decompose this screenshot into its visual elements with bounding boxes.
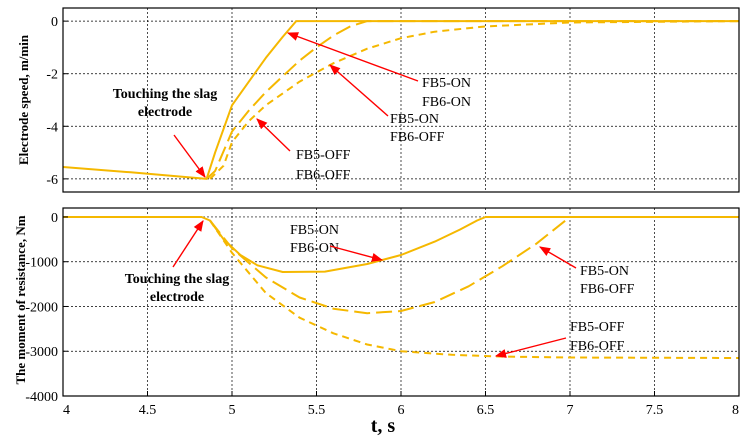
moment-panel: 0-1000-2000-3000-4000 4 4.5 5 5.5 6 6.5 7 7.5 8 … (13, 207, 740, 437)
speed-fb5on-fb6on-line1: FB5-ON (422, 76, 471, 91)
speed-y-tick-label: -6 (46, 173, 58, 188)
x-tick-label: 7 (567, 403, 574, 418)
speed-touching-arrow (173, 134, 206, 178)
moment-y-axis-label: The moment of resistance, Nm (13, 215, 28, 384)
moment-touching-label-line2: electrode (150, 290, 204, 305)
x-tick-label: 7.5 (646, 403, 664, 418)
speed-y-tick-label: -4 (46, 120, 58, 135)
speed-touching-label-line2: electrode (138, 105, 192, 120)
speed-fb5on-fb6off-line1: FB5-ON (390, 112, 439, 127)
moment-y-tick-label: -1000 (25, 256, 58, 271)
moment-fb5on-fb6off-arrow (539, 246, 577, 269)
moment-fb5on-fb6on-arrow (329, 245, 384, 262)
x-tick-label: 4 (63, 403, 70, 418)
speed-panel: 0 -2 -4 -6 Electrode speed, m/min Touching … (16, 7, 740, 193)
x-tick-label: 6 (398, 403, 405, 418)
speed-series-long-dash (205, 20, 739, 180)
moment-fb5off-fb6off-arrow (494, 337, 567, 358)
speed-fb5off-fb6off-arrow (256, 118, 291, 152)
moment-y-tick-label: -4000 (25, 390, 58, 405)
speed-series (63, 20, 739, 180)
speed-touching-label-line1: Touching the slag (113, 87, 218, 102)
speed-fb5off-fb6off-line2: FB6-OFF (296, 168, 351, 183)
x-tick-label: 8 (732, 403, 739, 418)
speed-y-ticks: 0 -2 -4 -6 (46, 15, 68, 188)
moment-y-tick-label: -2000 (25, 300, 58, 315)
x-tick-label: 6.5 (477, 403, 495, 418)
moment-series-long-dash (209, 216, 739, 315)
speed-plot-frame (62, 7, 740, 193)
x-tick-label: 5 (229, 403, 236, 418)
moment-fb5off-fb6off-line1: FB5-OFF (570, 320, 625, 335)
speed-fb5off-fb6off-line1: FB5-OFF (296, 148, 351, 163)
moment-fb5on-fb6on-line1: FB5-ON (290, 223, 339, 238)
moment-series-short-dash (209, 219, 739, 359)
speed-fb5on-fb6on-line2: FB6-ON (422, 95, 471, 110)
moment-x-ticks: 4 4.5 5 5.5 6 6.5 7 7.5 8 (62, 391, 740, 418)
x-axis-label: t, s (371, 415, 396, 437)
speed-y-tick-label: 0 (51, 15, 58, 30)
moment-y-tick-label: -3000 (25, 345, 58, 360)
speed-fb5on-fb6off-arrow (329, 64, 389, 117)
speed-fb5on-fb6on-arrow (286, 32, 419, 82)
moment-fb5on-fb6on-line2: FB6-ON (290, 241, 339, 256)
moment-touching-arrow (172, 220, 204, 268)
speed-y-axis-label: Electrode speed, m/min (16, 34, 31, 165)
speed-y-tick-label: -2 (46, 68, 58, 83)
x-tick-label: 5.5 (308, 403, 326, 418)
moment-y-tick-label: 0 (51, 211, 58, 226)
speed-fb5on-fb6off-line2: FB6-OFF (390, 130, 445, 145)
speed-series-solid (63, 20, 739, 180)
x-tick-label: 4.5 (139, 403, 157, 418)
moment-fb5on-fb6off-line1: FB5-ON (580, 264, 629, 279)
moment-y-ticks: 0 -1000 -2000 -3000 -4000 (25, 211, 68, 405)
moment-touching-label-line1: Touching the slag (125, 272, 230, 287)
moment-fb5off-fb6off-line2: FB6-OFF (570, 339, 625, 354)
moment-fb5on-fb6off-line2: FB6-OFF (580, 282, 635, 297)
speed-series-short-dash (209, 20, 739, 180)
moment-series (63, 216, 739, 359)
